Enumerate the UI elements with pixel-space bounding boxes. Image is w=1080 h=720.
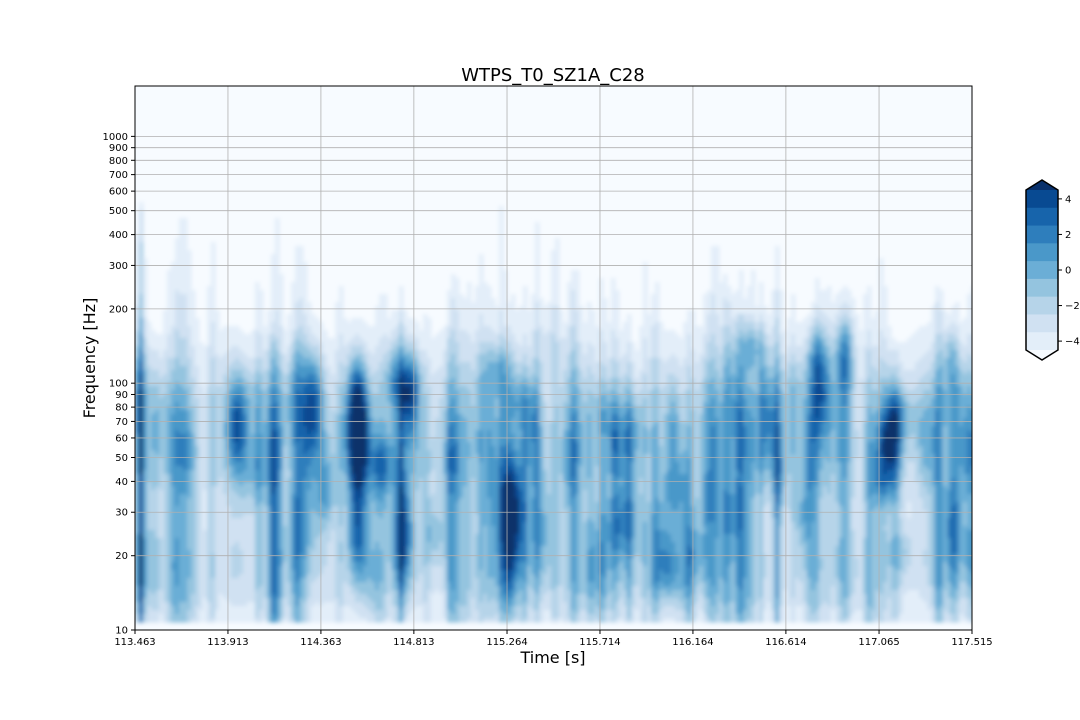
- colorbar-band: [1026, 296, 1058, 315]
- x-tick-label: 114.813: [393, 637, 434, 648]
- colorbar-band: [1026, 314, 1058, 333]
- y-axis-title: Frequency [Hz]: [80, 298, 99, 419]
- heatmap-layer: [135, 202, 972, 623]
- x-tick-label: 114.363: [300, 637, 341, 648]
- y-tick-label: 80: [115, 403, 128, 414]
- colorbar-band: [1026, 261, 1058, 280]
- y-tick-label: 20: [115, 551, 128, 562]
- grid-lines: [134, 86, 973, 631]
- x-tick-label: 116.164: [672, 637, 713, 648]
- y-tick-label: 400: [109, 230, 128, 241]
- y-tick-label: 70: [115, 417, 128, 428]
- y-tick-label: 30: [115, 508, 128, 519]
- x-tick-label: 116.614: [765, 637, 806, 648]
- y-tick-label: 200: [109, 304, 128, 315]
- y-tick-label: 1000: [103, 132, 128, 143]
- colorbar-band: [1026, 332, 1058, 351]
- y-tick-label: 100: [109, 379, 128, 390]
- colorbar-band: [1026, 278, 1058, 298]
- y-tick-label: 90: [115, 390, 128, 401]
- plot-frame: [134, 85, 973, 631]
- colorbar-band: [1026, 207, 1058, 227]
- colorbar-tick-label: −4: [1065, 337, 1080, 348]
- colorbar-tick-label: −2: [1065, 301, 1080, 312]
- colorbar-tick-label: 4: [1065, 194, 1071, 205]
- colorbar-extend-max: [1026, 180, 1058, 190]
- y-tick-label: 60: [115, 433, 128, 444]
- colorbar: 4 2 0 −2 −4: [1025, 179, 1080, 361]
- colorbar-band: [1026, 243, 1058, 262]
- x-tick-label: 113.463: [114, 637, 155, 648]
- chart-title: WTPS_T0_SZ1A_C28: [461, 65, 645, 86]
- x-tick-label: 117.515: [951, 637, 992, 648]
- colorbar-tick-label: 2: [1065, 230, 1071, 241]
- colorbar-extend-min: [1026, 350, 1058, 360]
- colorbar-frame: [1025, 179, 1059, 361]
- plot-area: [134, 85, 973, 631]
- colorbar-band: [1026, 190, 1058, 209]
- y-tick-label: 900: [109, 143, 128, 154]
- y-tick-label: 500: [109, 206, 128, 217]
- colorbar-band: [1026, 225, 1058, 244]
- y-tick-label: 40: [115, 477, 128, 488]
- x-tick-label: 117.065: [858, 637, 899, 648]
- y-tick-label: 10: [115, 626, 128, 637]
- x-tick-label: 115.264: [486, 637, 527, 648]
- y-tick-label: 50: [115, 453, 128, 464]
- y-tick-label: 600: [109, 187, 128, 198]
- x-tick-label: 113.913: [207, 637, 248, 648]
- y-tick-label: 300: [109, 261, 128, 272]
- y-tick-label: 700: [109, 170, 128, 181]
- x-axis-title: Time [s]: [519, 648, 585, 667]
- x-tick-label: 115.714: [579, 637, 620, 648]
- colorbar-tick-label: 0: [1065, 266, 1071, 277]
- x-axis: 113.463 113.913 114.363 114.813 115.264 115.7…: [114, 630, 993, 648]
- y-tick-label: 800: [109, 156, 128, 167]
